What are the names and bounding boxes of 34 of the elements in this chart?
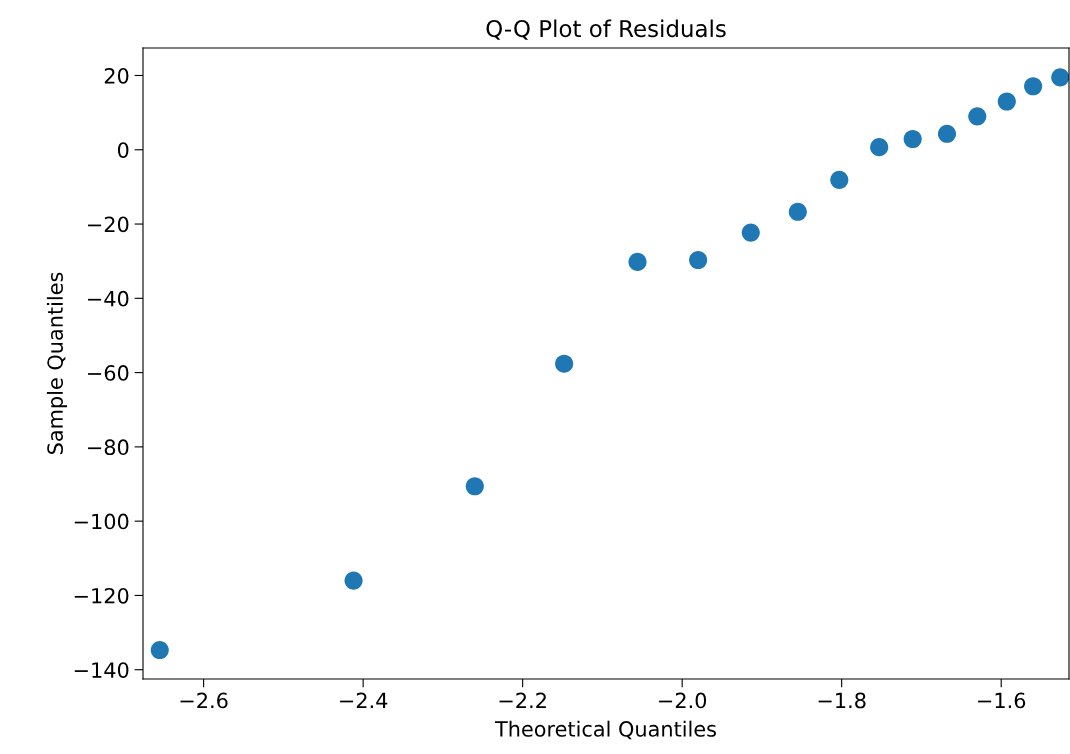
point bbox=[741, 223, 760, 242]
y-tick-label: −20 bbox=[88, 216, 129, 233]
point bbox=[465, 477, 484, 496]
point bbox=[628, 252, 647, 271]
y-tick-label: 0 bbox=[117, 142, 129, 158]
y-tick-label: −140 bbox=[74, 662, 129, 678]
x-tick-label: −2.4 bbox=[340, 692, 388, 709]
chart-title: Q-Q Plot of Residuals bbox=[486, 19, 726, 40]
x-axis-title: Theoretical Quantiles bbox=[494, 720, 716, 740]
y-tick-label: −60 bbox=[88, 365, 129, 381]
y-tick-label: −80 bbox=[88, 439, 129, 456]
y-tick-label: −40 bbox=[88, 290, 129, 307]
point bbox=[968, 107, 987, 126]
y-tick-label: −120 bbox=[74, 587, 129, 604]
x-tick-label: −2.2 bbox=[499, 692, 546, 709]
y-tick-label: −100 bbox=[74, 513, 129, 530]
point bbox=[830, 170, 849, 189]
point bbox=[997, 92, 1016, 111]
point bbox=[555, 354, 574, 373]
point bbox=[1024, 77, 1043, 96]
y-axis-title: Sample Quantiles bbox=[46, 272, 68, 454]
y-tick-label: 20 bbox=[104, 67, 129, 84]
x-tick-label: −2.6 bbox=[180, 692, 228, 709]
point bbox=[150, 640, 169, 660]
point bbox=[788, 202, 807, 221]
x-tick-label: −2.0 bbox=[659, 692, 707, 709]
point bbox=[937, 124, 957, 143]
point bbox=[1051, 68, 1069, 87]
point bbox=[870, 138, 889, 157]
point bbox=[689, 251, 708, 270]
x-tick-label: −1.8 bbox=[818, 692, 866, 709]
point bbox=[903, 129, 922, 149]
point bbox=[344, 571, 363, 590]
x-tick-label: −1.6 bbox=[978, 692, 1026, 709]
